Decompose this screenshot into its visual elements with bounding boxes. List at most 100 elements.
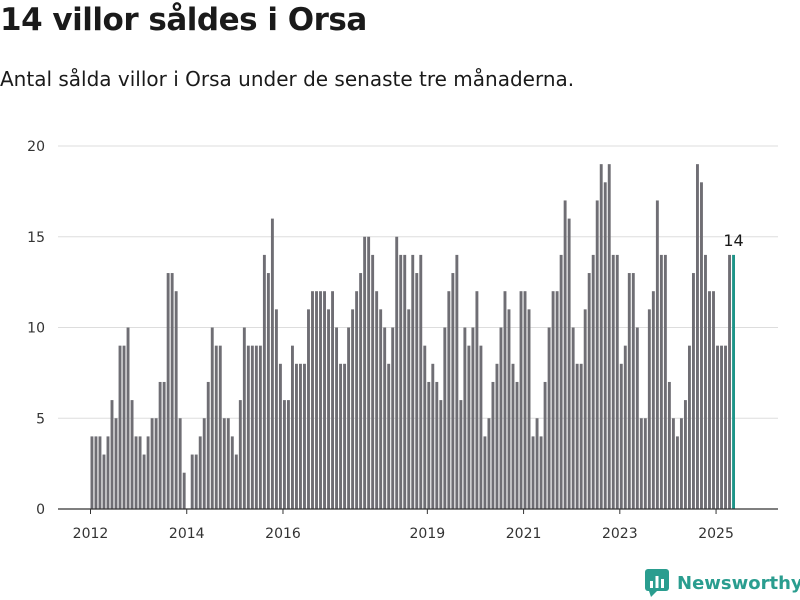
bar xyxy=(114,418,118,509)
bar xyxy=(90,436,94,509)
bar xyxy=(403,254,407,509)
bar xyxy=(323,291,326,509)
x-tick-label: 2014 xyxy=(169,526,205,542)
bar xyxy=(599,164,603,509)
bar xyxy=(202,418,206,509)
bar xyxy=(399,254,403,509)
bar xyxy=(503,291,507,509)
chart-subtitle: Antal sålda villor i Orsa under de senas… xyxy=(0,67,575,91)
bar xyxy=(190,454,194,509)
bar xyxy=(182,472,186,509)
bar xyxy=(238,400,242,509)
bar xyxy=(122,345,126,509)
bar xyxy=(728,254,731,509)
bar xyxy=(383,327,387,509)
bar xyxy=(198,436,202,509)
bar xyxy=(595,200,599,509)
bar xyxy=(222,418,226,509)
bar xyxy=(214,345,218,509)
bar xyxy=(367,236,371,509)
bar xyxy=(591,254,595,509)
bar xyxy=(679,418,683,509)
bar xyxy=(491,381,495,509)
bar xyxy=(611,254,615,509)
bar xyxy=(142,454,146,509)
x-tick-label: 2025 xyxy=(698,526,734,542)
bar xyxy=(471,327,475,509)
bar xyxy=(130,400,134,509)
bar xyxy=(463,327,467,509)
bar xyxy=(571,327,575,509)
bar xyxy=(439,400,443,509)
bar xyxy=(700,182,703,510)
bar xyxy=(535,418,539,509)
newsworthy-brand[interactable]: Newsworthy xyxy=(645,568,800,598)
bar xyxy=(379,309,383,509)
bar xyxy=(234,454,238,509)
bar xyxy=(587,273,591,509)
bar-highlight xyxy=(732,254,735,509)
bar xyxy=(639,418,643,509)
bar xyxy=(411,254,415,509)
bar xyxy=(435,381,439,509)
bar xyxy=(423,345,427,509)
bar xyxy=(391,327,395,509)
bar xyxy=(230,436,234,509)
bar xyxy=(94,436,98,509)
bar xyxy=(299,363,302,509)
x-tick-label: 2021 xyxy=(506,526,542,542)
newsworthy-logo-icon xyxy=(645,569,669,597)
bar xyxy=(303,363,306,509)
bar xyxy=(655,200,659,509)
x-tick-label: 2023 xyxy=(602,526,638,542)
bar xyxy=(643,418,647,509)
bar xyxy=(166,273,170,509)
y-tick-label: 15 xyxy=(27,230,45,246)
bar xyxy=(551,291,555,509)
bar xyxy=(331,291,334,509)
bar xyxy=(559,254,563,509)
bar xyxy=(615,254,619,509)
bar xyxy=(375,291,379,509)
bar xyxy=(218,345,222,509)
bar xyxy=(286,400,290,509)
bar xyxy=(343,363,347,509)
bar xyxy=(254,345,258,509)
bar xyxy=(635,327,639,509)
y-axis-labels: 0 5 10 15 20 xyxy=(27,139,45,518)
x-tick-label: 2019 xyxy=(410,526,446,542)
bar xyxy=(720,345,723,509)
x-axis xyxy=(58,508,778,514)
bar xyxy=(623,345,627,509)
bar xyxy=(539,436,543,509)
bar xyxy=(371,254,375,509)
bar xyxy=(663,254,667,509)
bar xyxy=(110,400,114,509)
x-axis-labels: 2012 2014 2016 2019 2021 2023 2025 xyxy=(73,526,734,542)
bar xyxy=(659,254,663,509)
bar xyxy=(419,254,423,509)
bar xyxy=(106,436,110,509)
bar xyxy=(295,363,298,509)
bar xyxy=(583,309,587,509)
brand-name: Newsworthy xyxy=(677,572,800,594)
bar xyxy=(515,381,519,509)
highlight-value-label: 14 xyxy=(723,231,743,250)
bar xyxy=(451,273,455,509)
bar xyxy=(174,291,178,509)
bar xyxy=(479,345,483,509)
bar xyxy=(692,273,695,509)
bar xyxy=(359,273,363,509)
bar xyxy=(487,418,491,509)
bar xyxy=(210,327,214,509)
bar xyxy=(258,345,262,509)
bar xyxy=(134,436,138,509)
bar xyxy=(675,436,679,509)
bar xyxy=(327,309,330,509)
x-tick-label: 2016 xyxy=(265,526,301,542)
bar xyxy=(531,436,535,509)
bar xyxy=(443,327,447,509)
bar xyxy=(647,309,651,509)
bar xyxy=(431,363,435,509)
bar xyxy=(547,327,551,509)
